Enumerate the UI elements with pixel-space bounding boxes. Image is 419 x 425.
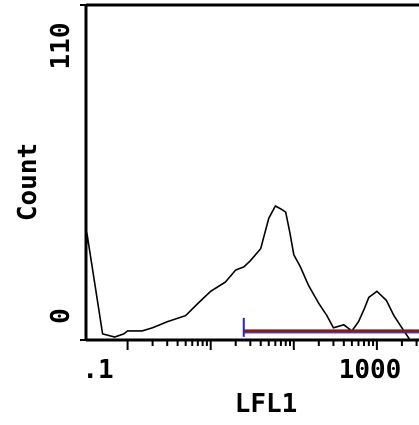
x-tick-label-0.1: .1	[82, 355, 113, 385]
histogram-series-line	[85, 204, 419, 341]
region-marker	[242, 317, 419, 337]
plot-frame	[84, 3, 419, 342]
y-tick-label-0: 0	[46, 308, 76, 324]
x-minor-ticks	[126, 340, 418, 350]
y-major-ticks	[80, 4, 86, 341]
y-axis-title: Count	[13, 143, 43, 221]
y-tick-label-110: 110	[46, 23, 76, 70]
x-tick-label-1000: 1000	[339, 355, 402, 385]
x-axis-title: LFL1	[235, 389, 298, 419]
